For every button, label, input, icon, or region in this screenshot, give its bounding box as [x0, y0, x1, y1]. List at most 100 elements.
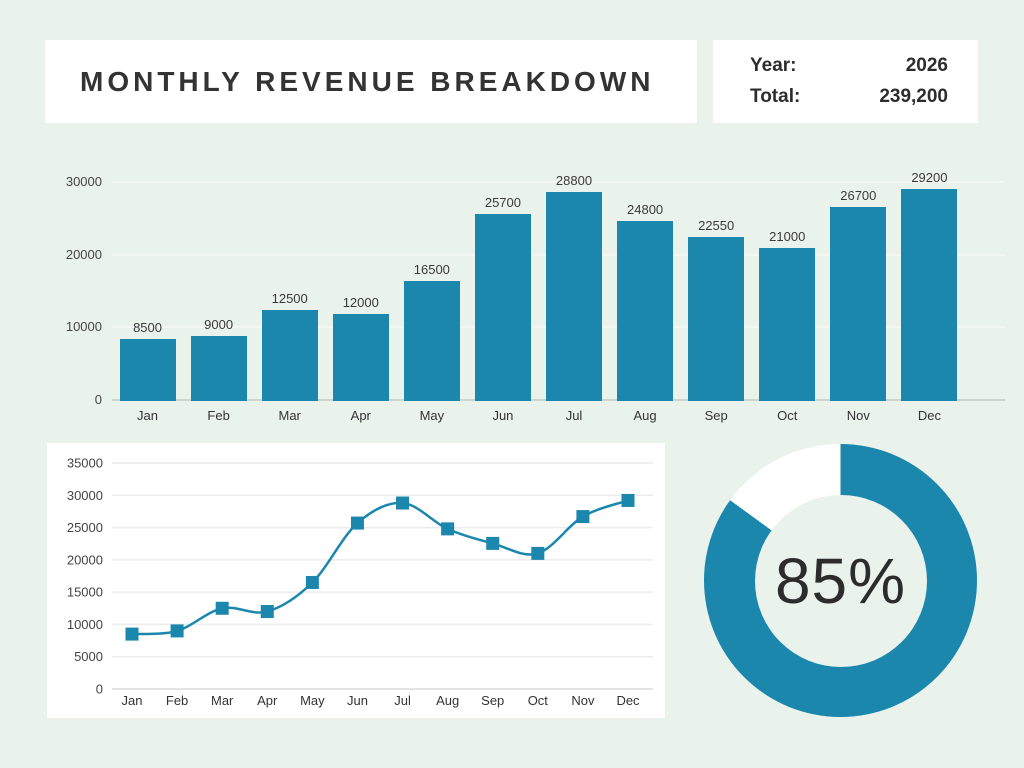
line-x-tick-label-oct: Oct	[528, 693, 549, 708]
x-tick-label-apr: Apr	[350, 408, 371, 423]
line-marker-dec	[621, 493, 635, 507]
line-chart-card: 0 5000 10000 15000 20000 25000 30000 35000 Jan Fe…	[47, 443, 665, 718]
bar-value-label: 22550	[698, 218, 735, 234]
line-marker-jun	[350, 516, 364, 530]
line-y-tick-label: 20000	[67, 552, 103, 567]
donut-hole: 85%	[754, 494, 927, 667]
total-value: 239,200	[879, 86, 948, 107]
bar-column-oct: 21000	[752, 229, 823, 401]
x-tick-label-dec: Dec	[917, 408, 941, 423]
page-title: MONTHLY REVENUE BREAKDOWN	[80, 65, 655, 97]
year-value: 2026	[905, 55, 948, 76]
line-x-tick-label-jul: Jul	[394, 693, 411, 708]
bar-mar	[261, 310, 318, 401]
line-marker-sep	[486, 536, 500, 550]
line-y-tick-label: 10000	[67, 617, 103, 632]
bar-value-label: 12000	[342, 294, 379, 310]
total-row: Total: 239,200	[750, 86, 948, 108]
donut-chart: 85%	[704, 444, 977, 717]
line-y-tick-label: 15000	[67, 585, 103, 600]
total-label: Total:	[750, 86, 801, 107]
y-tick-label: 10000	[65, 319, 102, 335]
summary-card: Year: 2026 Total: 239,200	[713, 40, 978, 123]
bar-column-feb: 9000	[183, 317, 254, 401]
bar-value-label: 12500	[271, 291, 308, 307]
bar-aug	[617, 220, 674, 401]
line-x-tick-label-may: May	[300, 693, 325, 708]
bar-value-label: 29200	[911, 169, 948, 185]
line-chart: 0 5000 10000 15000 20000 25000 30000 35000 Jan Fe…	[67, 456, 653, 708]
x-tick-label-sep: Sep	[704, 408, 728, 423]
bar-value-label: 26700	[840, 188, 877, 203]
line-marker-mar	[215, 601, 229, 615]
line-marker-jul	[396, 496, 410, 510]
bar-column-jan: 8500	[112, 320, 183, 401]
x-tick-label-mar: Mar	[278, 408, 301, 423]
bar-value-label: 16500	[413, 262, 450, 278]
bar-may	[403, 281, 460, 401]
y-tick-label: 0	[94, 392, 102, 407]
bar-chart: 0 10000 20000 30000 8500 9000 12500 12000 16500 2…	[60, 161, 1005, 423]
bar-column-jul: 28800	[538, 173, 609, 401]
bar-column-may: 16500	[396, 262, 467, 401]
line-x-tick-label-jun: Jun	[347, 693, 368, 708]
line-x-tick-label-mar: Mar	[211, 693, 234, 708]
title-card: MONTHLY REVENUE BREAKDOWN	[45, 40, 697, 123]
bar-dec	[901, 188, 958, 401]
line-x-tick-label-apr: Apr	[257, 693, 278, 708]
bar-apr	[332, 313, 389, 401]
line-x-tick-label-sep: Sep	[481, 693, 504, 708]
bar-column-aug: 24800	[610, 202, 681, 401]
line-marker-may	[305, 575, 319, 589]
bar-chart-plot: 0 10000 20000 30000 8500 9000 12500 12000 16500 2…	[60, 161, 1005, 407]
x-tick-label-feb: Feb	[207, 408, 230, 423]
x-tick-label-jun: Jun	[492, 408, 514, 423]
line-marker-aug	[441, 522, 455, 536]
line-y-tick-label: 5000	[74, 649, 103, 664]
bar-column-dec: 29200	[894, 170, 965, 401]
x-tick-label-oct: Oct	[777, 408, 798, 423]
x-tick-label-may: May	[419, 408, 445, 423]
line-marker-oct	[531, 546, 545, 560]
line-marker-jan	[125, 627, 139, 641]
bar-sep	[688, 237, 745, 401]
line-y-tick-label: 30000	[67, 488, 103, 503]
bar-series: 8500 9000 12500 12000 16500 25700 28800 24800 22…	[112, 161, 965, 401]
bar-column-mar: 12500	[254, 291, 325, 401]
bar-chart-x-axis: Jan Feb Mar Apr May Jun Jul Aug Sep Oct Nov Dec	[112, 408, 965, 423]
y-tick-label: 30000	[65, 174, 102, 189]
bar-value-label: 24800	[627, 201, 664, 217]
bar-value-label: 21000	[769, 229, 806, 245]
bar-oct	[759, 248, 816, 401]
line-x-tick-label-dec: Dec	[616, 693, 640, 708]
line-y-tick-label: 35000	[67, 456, 103, 471]
line-marker-feb	[170, 624, 184, 638]
bar-jul	[546, 191, 602, 401]
bar-value-label: 8500	[133, 320, 162, 336]
bar-column-jun: 25700	[467, 195, 538, 401]
bar-value-label: 25700	[484, 195, 521, 211]
year-label: Year:	[750, 55, 797, 76]
gridline-30000	[112, 181, 1005, 183]
bar-jun	[474, 214, 531, 401]
x-tick-label-jan: Jan	[137, 408, 159, 423]
y-tick-label: 20000	[65, 246, 102, 262]
revenue-line	[131, 499, 629, 636]
x-tick-label-aug: Aug	[633, 408, 657, 423]
bar-feb	[190, 335, 247, 401]
bar-jan	[119, 339, 176, 401]
x-tick-label-jul: Jul	[565, 408, 583, 423]
line-x-tick-label-jan: Jan	[122, 693, 143, 708]
bar-value-label: 28800	[555, 172, 593, 188]
line-marker-nov	[576, 510, 590, 524]
bar-column-apr: 12000	[325, 295, 396, 401]
bar-value-label: 9000	[204, 316, 234, 332]
line-x-tick-label-aug: Aug	[436, 693, 459, 708]
bar-nov	[830, 207, 887, 401]
line-marker-apr	[260, 605, 274, 619]
donut-percent-label: 85%	[774, 544, 907, 617]
line-y-tick-label: 25000	[67, 520, 103, 535]
line-x-tick-label-nov: Nov	[571, 693, 595, 708]
bar-column-sep: 22550	[681, 218, 752, 401]
bar-column-nov: 26700	[823, 188, 894, 401]
